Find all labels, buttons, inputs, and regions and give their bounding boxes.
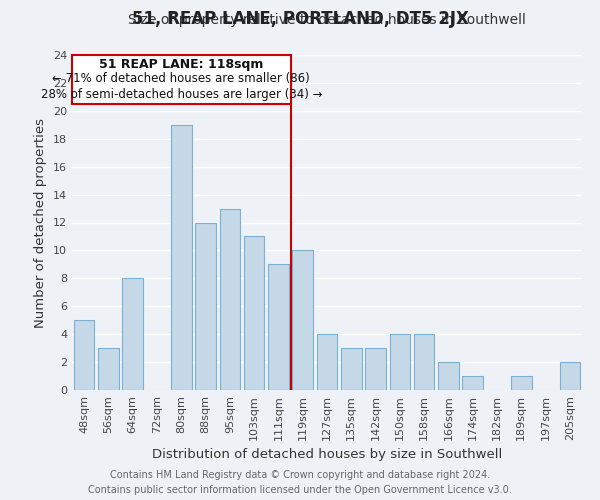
Bar <box>389 334 410 390</box>
Bar <box>341 348 362 390</box>
Bar <box>414 334 434 390</box>
Bar <box>268 264 289 390</box>
Bar <box>74 320 94 390</box>
Title: Size of property relative to detached houses in Southwell: Size of property relative to detached ho… <box>128 14 526 28</box>
Text: 51 REAP LANE: 118sqm: 51 REAP LANE: 118sqm <box>99 58 263 70</box>
Bar <box>463 376 483 390</box>
Text: ← 71% of detached houses are smaller (86): ← 71% of detached houses are smaller (86… <box>52 72 310 85</box>
Bar <box>438 362 459 390</box>
Text: 28% of semi-detached houses are larger (34) →: 28% of semi-detached houses are larger (… <box>41 88 322 101</box>
Bar <box>317 334 337 390</box>
Bar <box>220 208 240 390</box>
Text: Contains HM Land Registry data © Crown copyright and database right 2024.
Contai: Contains HM Land Registry data © Crown c… <box>88 470 512 495</box>
Bar <box>122 278 143 390</box>
X-axis label: Distribution of detached houses by size in Southwell: Distribution of detached houses by size … <box>152 448 502 461</box>
Bar <box>244 236 265 390</box>
Bar <box>195 222 216 390</box>
Bar <box>72 55 290 104</box>
Y-axis label: Number of detached properties: Number of detached properties <box>34 118 47 328</box>
Bar <box>292 250 313 390</box>
Bar <box>365 348 386 390</box>
Bar <box>511 376 532 390</box>
Text: 51, REAP LANE, PORTLAND, DT5 2JX: 51, REAP LANE, PORTLAND, DT5 2JX <box>131 10 469 28</box>
Bar <box>171 125 191 390</box>
Bar <box>560 362 580 390</box>
Bar <box>98 348 119 390</box>
